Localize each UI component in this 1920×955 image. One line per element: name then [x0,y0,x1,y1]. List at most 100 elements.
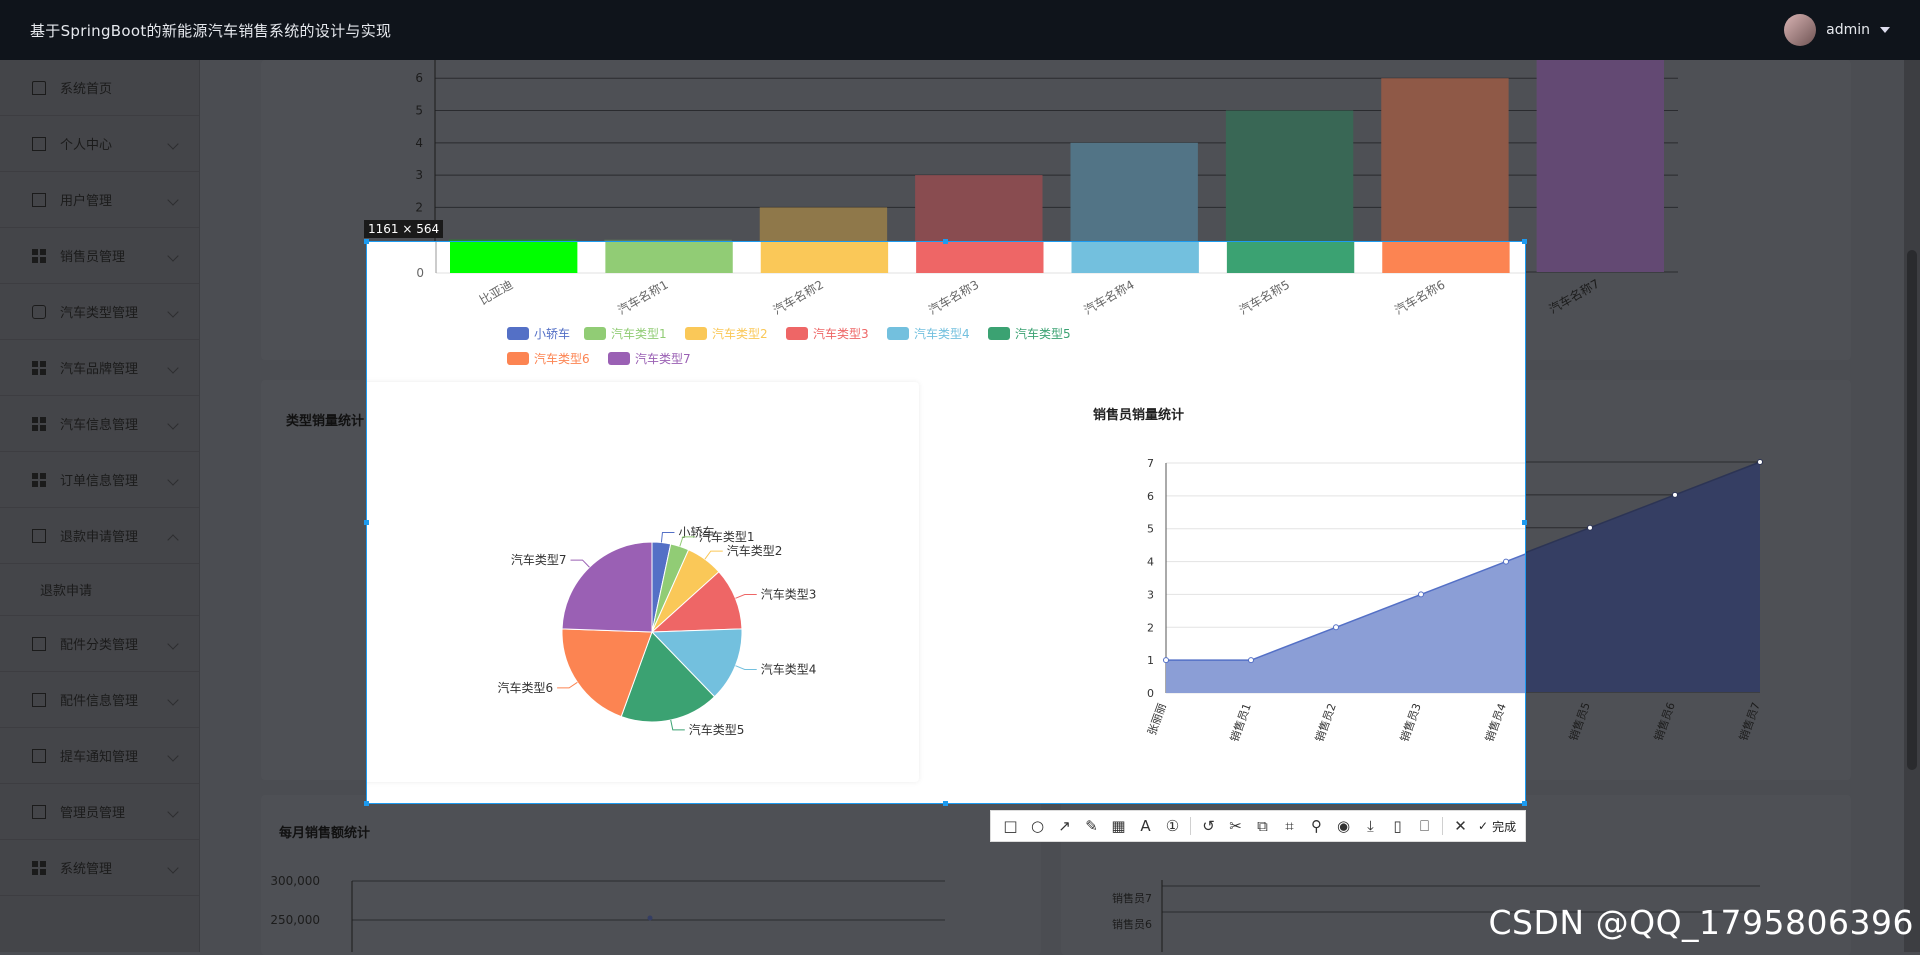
area-x-label: 张丽丽 [1145,702,1169,737]
toolbar-separator [1442,817,1443,835]
selection-content: 023456比亚迪汽车名称1汽车名称2汽车名称3汽车名称4汽车名称5汽车名称6汽… [367,242,1526,804]
legend-swatch [584,327,606,340]
bar-1 [605,242,732,273]
serial-number-icon[interactable]: ① [1159,812,1186,840]
selection-handle-tc[interactable] [943,239,948,244]
pie-leader [735,666,756,670]
bar-6 [1382,242,1509,273]
seller-sales-title: 销售员销量统计 [1093,407,1184,423]
area-x-label: 销售员1 [1227,701,1254,743]
undo-icon[interactable]: ↺ [1195,812,1222,840]
pie-leader [705,551,723,559]
toolbar-separator [1190,817,1191,835]
selection-handle-mr[interactable] [1522,520,1527,525]
user-name[interactable]: admin [1826,22,1870,38]
legend-swatch [507,352,529,365]
area-point [1419,592,1424,597]
bar-4 [1072,242,1199,273]
selection-handle-br[interactable] [1522,801,1527,806]
avatar[interactable] [1784,14,1816,46]
area-chart-bright: 01234567张丽丽销售员1销售员2销售员3销售员4销售员5销售员6销售员7 [1145,457,1526,744]
pie-leader [571,560,590,567]
legend-swatch [988,327,1010,340]
bar-3 [916,242,1043,273]
arrow-icon[interactable]: ↗ [1051,812,1078,840]
legend-swatch [887,327,909,340]
bookmark-icon[interactable]: ⎕ [1411,812,1438,840]
bar-y-tick: 5 [415,104,423,118]
area-x-label: 销售员3 [1397,701,1424,743]
legend-swatch [608,352,630,365]
legend-label: 汽车类型1 [611,326,667,341]
area-y-tick: 7 [1147,457,1154,470]
bar-x-label: 汽车名称3 [926,277,982,318]
bar-x-label: 汽车名称4 [1081,277,1137,318]
legend-label: 汽车类型4 [914,326,970,341]
bar-y-tick: 6 [415,71,423,85]
bar-chart-bright: 023456比亚迪汽车名称1汽车名称2汽车名称3汽车名称4汽车名称5汽车名称6汽… [416,242,1526,317]
bar-2 [761,242,888,273]
watermark: CSDN @QQ_1795806396 [1489,903,1914,942]
save-icon[interactable]: ⤓ [1357,812,1384,840]
bar-0 [450,242,577,273]
bar-x-label: 汽车名称5 [1236,277,1292,318]
chevron-down-icon[interactable] [1880,27,1890,33]
bar-y-tick: 0 [416,266,424,280]
pie-label: 汽车类型6 [497,680,553,695]
screenshot-selection[interactable]: 023456比亚迪汽车名称1汽车名称2汽车名称3汽车名称4汽车名称5汽车名称6汽… [366,241,1526,804]
bar-y-tick: 4 [415,136,423,150]
area-point [1334,625,1339,630]
text-icon[interactable]: A [1132,812,1159,840]
mosaic-icon[interactable]: ▦ [1105,812,1132,840]
done-label: 完成 [1492,818,1516,835]
selection-handle-tr[interactable] [1522,239,1527,244]
area-point [1249,658,1254,663]
pie-label: 汽车类型3 [761,587,817,602]
pie-leader [671,720,685,730]
area-fill [1166,463,1526,693]
scan-icon[interactable]: ⌗ [1276,812,1303,840]
pie-label: 汽车类型7 [511,552,567,567]
area-point [1758,460,1763,465]
scissors-icon[interactable]: ✂ [1222,812,1249,840]
pie-label: 汽车类型5 [689,722,745,737]
area-y-tick: 2 [1147,621,1154,634]
pie-leader [557,682,577,688]
legend-swatch [685,327,707,340]
area-x-label: 销售员2 [1312,701,1339,743]
line-point [648,916,653,921]
long-screenshot-icon[interactable]: ▯ [1384,812,1411,840]
area-y-tick: 6 [1147,490,1154,503]
record-icon[interactable]: ◉ [1330,812,1357,840]
selection-handle-ml[interactable] [364,520,369,525]
check-icon: ✓ [1478,819,1488,833]
selection-handle-bc[interactable] [943,801,948,806]
selection-handle-tl[interactable] [364,239,369,244]
done-button[interactable]: ✓ 完成 [1478,818,1516,835]
bar-5 [1227,242,1354,273]
legend-swatch [786,327,808,340]
pie-label: 汽车类型4 [761,661,817,676]
close-icon[interactable]: ✕ [1447,812,1474,840]
ocr-icon[interactable]: ⧉ [1249,812,1276,840]
line-y-tick: 300,000 [270,874,320,888]
line-y-tick: 250,000 [270,913,320,927]
pie-leader [661,533,674,543]
bar-x-label: 汽车名称7 [1546,276,1602,317]
circle-icon[interactable]: ○ [1024,812,1051,840]
legend-label: 汽车类型5 [1015,326,1071,341]
pin-icon[interactable]: ⚲ [1303,812,1330,840]
legend-label: 汽车类型6 [534,351,590,366]
rect-icon[interactable]: □ [997,812,1024,840]
selection-size-label: 1161 × 564 [364,220,443,238]
pen-icon[interactable]: ✎ [1078,812,1105,840]
user-menu[interactable]: admin [1784,14,1890,46]
selection-handle-bl[interactable] [364,801,369,806]
bar-x-label: 汽车名称1 [615,277,671,318]
legend-swatch [507,327,529,340]
legend-label: 汽车类型3 [813,326,869,341]
area-x-label: 销售员6 [1651,700,1678,742]
area-y-tick: 1 [1147,654,1154,667]
pie-label: 汽车类型2 [727,543,783,558]
